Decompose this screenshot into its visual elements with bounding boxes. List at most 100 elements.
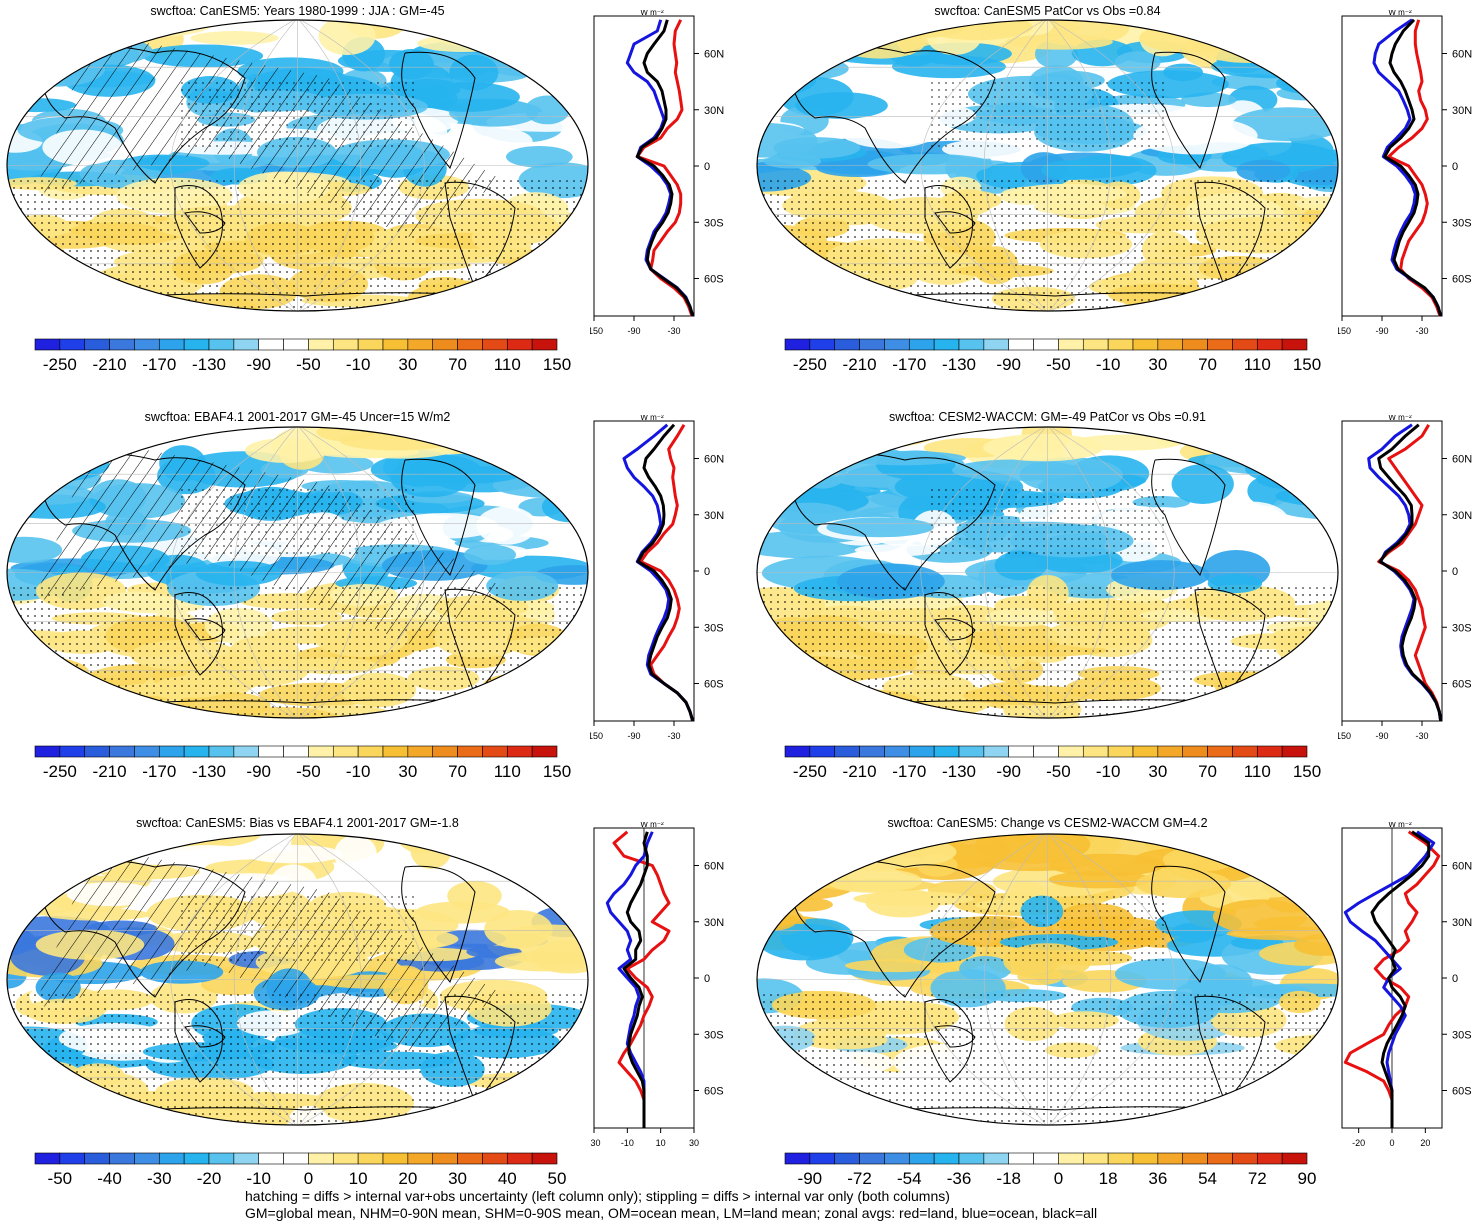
zonal-series-ocean xyxy=(1343,830,1436,1128)
footer-line-1: hatching = diffs > internal var+obs unce… xyxy=(245,1188,950,1204)
colorbar-swatch xyxy=(183,338,210,351)
zonal-x-tick-label: -90 xyxy=(1375,326,1388,336)
colorbar-tick-label: 20 xyxy=(398,1169,418,1188)
colorbar-swatch xyxy=(332,338,359,351)
colorbar-swatch xyxy=(834,338,860,351)
colorbar-swatch xyxy=(1008,745,1034,758)
colorbar-swatch xyxy=(457,745,483,758)
colorbar-swatch xyxy=(208,1152,235,1165)
colorbar-tick-label: -250 xyxy=(792,762,827,781)
zonal-y-tick-label: 30S xyxy=(1452,217,1472,229)
zonal-mean-plot: W m⁻² 60N 30N 0 30S 60S -30 -10 10 30 xyxy=(590,822,724,1148)
colorbar-tick-label: 0 xyxy=(1053,1169,1064,1188)
colorbar-swatch xyxy=(482,338,508,351)
colorbar-tick-label: -50 xyxy=(296,355,321,374)
colorbar-swatch xyxy=(1107,338,1134,351)
colorbar-swatch xyxy=(1182,338,1208,351)
colorbar-swatch xyxy=(933,338,960,351)
colorbar-tick-label: -50 xyxy=(296,762,321,781)
colorbar-swatch xyxy=(834,745,860,758)
zonal-series-land xyxy=(1387,19,1442,317)
colorbar-tick-label: -130 xyxy=(941,762,977,781)
colorbar-tick-label: 30 xyxy=(398,355,418,374)
colorbar-tick-label: 70 xyxy=(1198,762,1218,781)
colorbar-tick-label: 150 xyxy=(1292,355,1322,374)
colorbar-swatch xyxy=(183,1152,210,1165)
colorbar-swatch xyxy=(933,745,960,758)
colorbar-swatch xyxy=(933,1152,960,1165)
colorbar-swatch xyxy=(134,745,160,758)
zonal-y-tick-label: 0 xyxy=(1452,973,1458,985)
footer-line-2: GM=global mean, NHM=0-90N mean, SHM=0-90… xyxy=(245,1205,1098,1221)
zonal-x-tick-label: -150 xyxy=(590,326,603,336)
zonal-series-ocean xyxy=(605,831,654,1128)
colorbar-tick-label: 110 xyxy=(1243,762,1271,781)
panel-title: swcftoa: CanESM5: Change vs CESM2-WACCM … xyxy=(887,816,1208,830)
zonal-y-tick-label: 60N xyxy=(1452,454,1472,466)
zonal-y-tick-label: 60N xyxy=(704,454,724,466)
colorbar-tick-label: -30 xyxy=(146,1169,172,1188)
map-plot xyxy=(6,833,589,1126)
colorbar-tick-label: 36 xyxy=(1148,1169,1168,1188)
zonal-x-tick-label: -150 xyxy=(590,731,603,741)
zonal-y-tick-label: 30S xyxy=(1452,622,1472,634)
colorbar-swatch xyxy=(258,745,284,758)
colorbar-tick-label: 110 xyxy=(493,762,521,781)
zonal-y-tick-label: 60S xyxy=(704,274,724,286)
colorbar-swatch xyxy=(1008,1152,1034,1165)
map-plot xyxy=(756,426,1339,719)
zonal-series-land xyxy=(1377,424,1443,722)
zonal-y-tick-label: 60S xyxy=(1452,679,1472,691)
colorbar-swatch xyxy=(1082,745,1109,758)
colorbar-swatch xyxy=(258,338,284,351)
zonal-unit-label: W m⁻² xyxy=(1388,415,1412,422)
colorbar-swatch xyxy=(784,338,811,351)
colorbar-tick-label: -170 xyxy=(892,762,927,781)
colorbar-tick-label: 110 xyxy=(493,355,521,374)
zonal-x-tick-label: -30 xyxy=(1415,326,1428,336)
zonal-y-tick-label: 0 xyxy=(704,566,710,578)
colorbar-tick-label: -210 xyxy=(92,355,127,374)
colorbar-swatch xyxy=(958,1152,985,1165)
colorbar-tick-label: -130 xyxy=(191,762,227,781)
panel-title: swcftoa: CanESM5 PatCor vs Obs =0.84 xyxy=(934,4,1161,18)
zonal-y-tick-label: 30N xyxy=(704,105,724,117)
colorbar-swatch xyxy=(432,1152,458,1165)
colorbar-swatch xyxy=(407,338,434,351)
colorbar-tick-label: 30 xyxy=(1148,762,1168,781)
zonal-y-tick-label: 60N xyxy=(1452,49,1472,61)
colorbar-swatch xyxy=(183,745,210,758)
colorbar-swatch xyxy=(1281,1152,1308,1165)
colorbar-swatch xyxy=(908,338,935,351)
colorbar-tick-label: 150 xyxy=(542,762,572,781)
colorbar-tick-label: 70 xyxy=(1198,355,1218,374)
colorbar-swatch xyxy=(109,745,135,758)
zonal-y-tick-label: 30N xyxy=(1452,510,1472,522)
colorbar-swatch xyxy=(531,1152,558,1165)
zonal-x-tick-label: -90 xyxy=(1375,731,1388,741)
colorbar-tick-label: -40 xyxy=(97,1169,122,1188)
colorbar-swatch xyxy=(158,338,185,351)
colorbar-tick-label: -50 xyxy=(47,1169,73,1188)
panel-title: swcftoa: CanESM5: Years 1980-1999 : JJA … xyxy=(150,4,445,18)
colorbar-swatch xyxy=(1107,1152,1134,1165)
colorbar-tick-label: 72 xyxy=(1247,1169,1267,1188)
colorbar-tick-label: -54 xyxy=(896,1169,922,1188)
colorbar-swatch xyxy=(1082,1152,1109,1165)
zonal-unit-label: W m⁻² xyxy=(1388,10,1412,17)
colorbar-swatch xyxy=(1207,1152,1233,1165)
hatch-overlay xyxy=(34,32,503,240)
colorbar-tick-label: 30 xyxy=(448,1169,468,1188)
colorbar-swatch xyxy=(834,1152,860,1165)
zonal-y-tick-label: 30S xyxy=(1452,1029,1472,1041)
zonal-y-tick-label: 60S xyxy=(1452,274,1472,286)
panel-title: swcftoa: CESM2-WACCM: GM=-49 PatCor vs O… xyxy=(889,410,1206,424)
colorbar-tick-label: -90 xyxy=(797,1169,823,1188)
colorbar-swatch xyxy=(357,745,384,758)
zonal-series-ocean xyxy=(1367,423,1443,722)
colorbar-swatch xyxy=(158,1152,185,1165)
colorbar-swatch xyxy=(482,1152,508,1165)
colorbar-swatch xyxy=(1107,745,1134,758)
colorbar-swatch xyxy=(809,338,836,351)
colorbar-swatch xyxy=(457,1152,483,1165)
